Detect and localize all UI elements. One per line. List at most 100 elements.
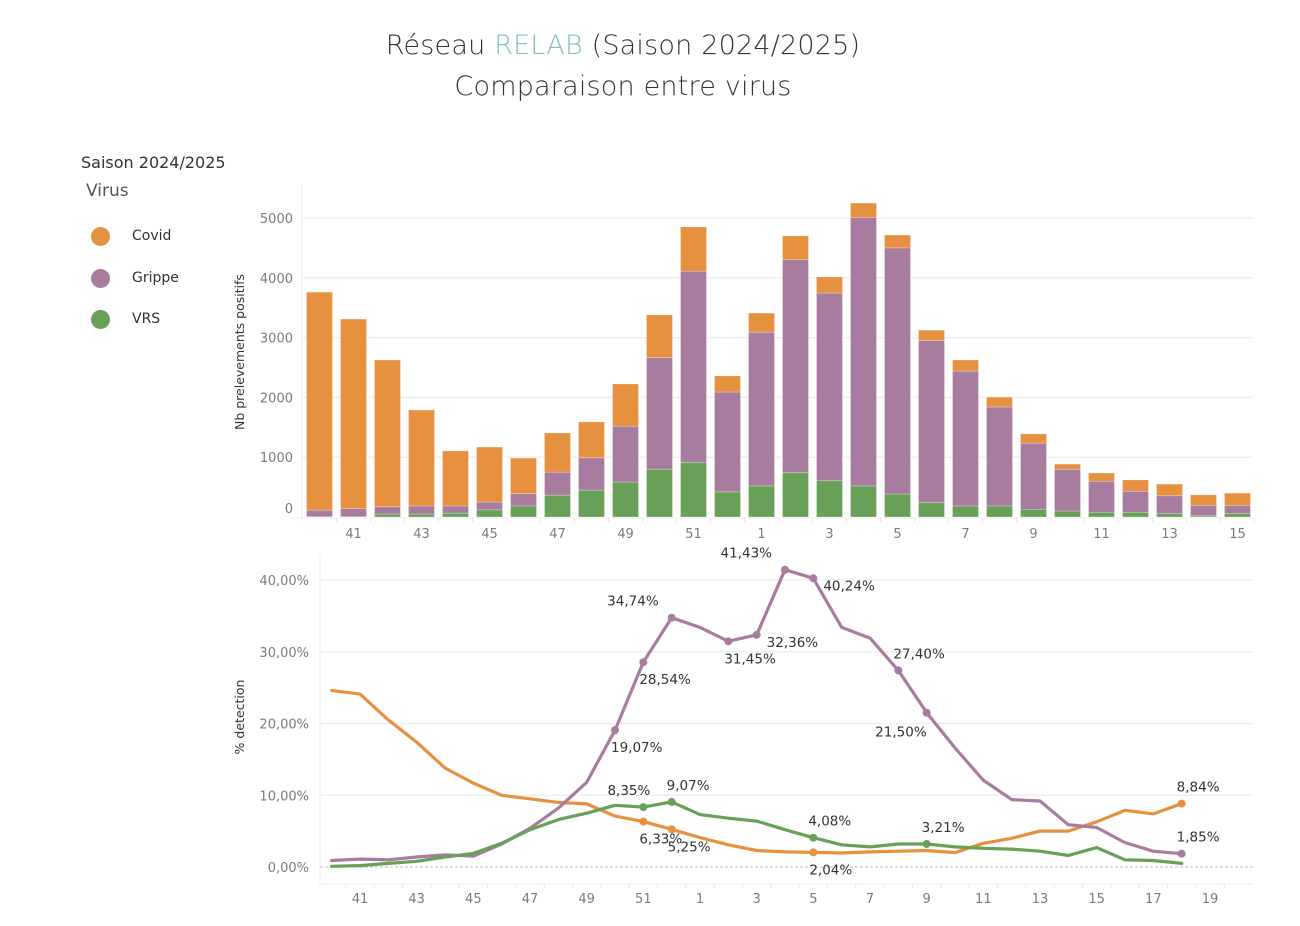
bar-segment-covid: [1122, 479, 1149, 492]
x-tick-label: 51: [685, 527, 702, 542]
bar-segment-covid: [748, 312, 775, 333]
data-label: 31,45%: [724, 651, 776, 667]
bar-segment-covid: [1020, 433, 1047, 444]
legend-label: Grippe: [132, 270, 179, 286]
data-point-covid: [809, 848, 818, 857]
bar-segment-covid: [374, 359, 401, 508]
data-point-grippe: [611, 726, 619, 735]
bar-segment-grippe: [782, 259, 809, 473]
bar-segment-covid: [306, 291, 333, 511]
x-tick-label: 7: [866, 892, 874, 907]
bar-segment-grippe: [544, 471, 571, 496]
bar-segment-grippe: [408, 505, 435, 515]
x-tick-label: 1: [757, 527, 765, 542]
bar-segment-grippe: [1054, 468, 1081, 512]
data-label: 21,50%: [875, 725, 927, 741]
y-tick-label: 30,00%: [259, 646, 309, 661]
bar-segment-grippe: [918, 340, 945, 503]
bar-segment-vrs: [1088, 511, 1115, 518]
data-label: 9,07%: [667, 778, 710, 794]
title-suffix: (Saison 2024/2025): [582, 30, 861, 61]
data-label: 34,74%: [607, 594, 659, 610]
bar-segment-vrs: [680, 461, 707, 518]
bar-segment-covid: [1190, 494, 1217, 506]
x-tick-label: 47: [549, 527, 566, 542]
x-tick-label: 11: [975, 892, 992, 907]
title-prefix: Réseau: [385, 30, 495, 61]
x-tick-label: 9: [1029, 527, 1037, 542]
x-tick-label: 7: [961, 527, 969, 542]
y-tick-label: 5000: [260, 212, 293, 227]
bar-segment-grippe: [340, 508, 367, 518]
data-point-grippe: [781, 565, 789, 574]
bar-segment-covid: [918, 329, 945, 341]
bar-segment-grippe: [884, 247, 911, 495]
x-tick-label: 49: [617, 527, 634, 542]
bar-segment-vrs: [816, 480, 843, 518]
data-label: 32,36%: [767, 635, 819, 651]
bar-segment-covid: [986, 396, 1013, 408]
data-label: 4,08%: [808, 814, 851, 830]
bar-segment-grippe: [510, 493, 537, 507]
x-tick-label: 47: [522, 892, 539, 907]
title-accent: RELAB: [494, 30, 583, 61]
x-tick-label: 43: [408, 892, 425, 907]
bar-segment-grippe: [1122, 490, 1149, 513]
data-point-covid: [639, 817, 648, 826]
bar-segment-vrs: [952, 505, 979, 518]
y-tick-label: 3000: [260, 332, 293, 347]
legend-dot-icon: [91, 268, 110, 288]
bar-segment-vrs: [1156, 513, 1183, 518]
data-label: 5,25%: [668, 839, 711, 855]
data-label: 8,35%: [607, 783, 650, 799]
bar-segment-covid: [340, 318, 367, 509]
data-point-grippe: [894, 666, 903, 675]
bar-segment-covid: [952, 359, 979, 372]
bar-segment-vrs: [646, 468, 673, 518]
x-tick-label: 1: [696, 892, 704, 907]
x-tick-label: 11: [1093, 527, 1110, 542]
y-axis-title: Nb prelevements positifs: [232, 274, 247, 430]
data-point-grippe: [809, 574, 818, 583]
bar-segment-grippe: [1020, 442, 1047, 510]
bar-segment-grippe: [374, 506, 401, 515]
x-tick-label: 41: [345, 527, 362, 542]
data-point-grippe: [752, 630, 761, 639]
x-tick-label: 19: [1202, 892, 1219, 907]
data-point-vrs: [639, 803, 648, 812]
data-label: 3,21%: [922, 820, 965, 836]
bar-segment-vrs: [986, 505, 1013, 518]
bar-segment-grippe: [714, 391, 741, 493]
y-tick-label: 0: [285, 502, 293, 517]
bar-segment-covid: [1224, 492, 1251, 506]
bar-segment-covid: [782, 235, 809, 260]
bar-segment-grippe: [306, 509, 333, 518]
legend-item-covid[interactable]: Covid: [91, 226, 171, 246]
bar-segment-grippe: [1190, 505, 1217, 517]
page-title: Réseau RELAB (Saison 2024/2025): [0, 30, 1246, 61]
bar-segment-vrs: [1224, 513, 1251, 518]
bar-segment-vrs: [884, 493, 911, 518]
legend-item-vrs[interactable]: VRS: [91, 309, 160, 329]
bar-segment-vrs: [612, 481, 639, 518]
data-point-grippe: [667, 613, 676, 622]
data-label: 2,04%: [809, 862, 852, 878]
data-point-vrs: [667, 797, 676, 806]
bar-segment-covid: [680, 226, 707, 272]
x-tick-label: 51: [635, 892, 652, 907]
bar-segment-vrs: [850, 485, 877, 518]
data-point-grippe: [724, 637, 733, 646]
y-tick-label: 1000: [260, 451, 293, 466]
bar-segment-covid: [442, 450, 469, 507]
data-label: 27,40%: [893, 646, 945, 662]
bar-segment-grippe: [442, 505, 469, 514]
bar-segment-vrs: [544, 494, 571, 518]
bar-segment-covid: [816, 276, 843, 294]
bar-segment-grippe: [1224, 505, 1251, 515]
data-label: 8,84%: [1177, 780, 1220, 796]
x-tick-label: 17: [1145, 892, 1162, 907]
bar-segment-grippe: [612, 425, 639, 483]
bar-segment-grippe: [680, 270, 707, 463]
legend-item-grippe[interactable]: Grippe: [91, 268, 179, 288]
